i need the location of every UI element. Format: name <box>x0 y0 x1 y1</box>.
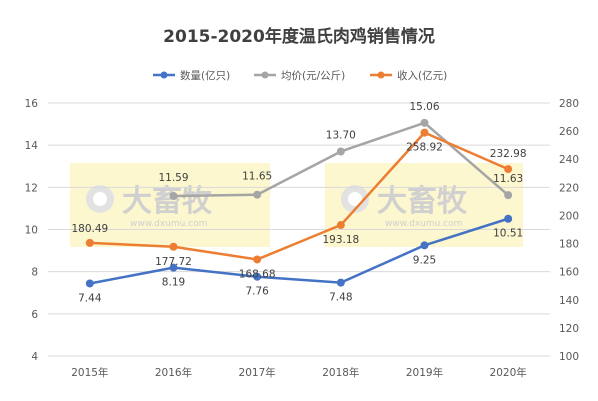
y-left-tick-label: 10 <box>25 225 38 237</box>
data-point-revenue <box>169 242 178 251</box>
x-tick-label: 2020年 <box>490 366 527 379</box>
data-label-quantity: 8.19 <box>162 277 185 289</box>
y-left-tick-label: 6 <box>31 309 38 321</box>
x-tick-label: 2015年 <box>71 366 108 379</box>
x-tick-label: 2017年 <box>239 366 276 379</box>
legend-label: 均价(元/公斤) <box>281 70 345 82</box>
data-label-revenue: 168.68 <box>239 268 276 280</box>
gridlines <box>48 102 550 357</box>
data-point-revenue <box>504 165 513 174</box>
chart-title: 2015-2020年度温氏肉鸡销售情况 <box>163 26 435 47</box>
data-label-revenue: 258.92 <box>406 142 443 154</box>
x-axis: 2015年 2016年 2017年 2018年 2019年 2020年 <box>71 366 527 379</box>
legend-marker <box>377 71 385 79</box>
series-group <box>85 118 513 288</box>
y-right-tick-label: 160 <box>559 267 579 279</box>
data-point-price <box>336 147 345 156</box>
x-tick-label: 2019年 <box>406 366 443 379</box>
data-labels: 7.44 8.19 7.76 7.48 9.25 10.51 11.59 11.65 13.70… <box>71 101 526 305</box>
y-left-tick-label: 16 <box>25 98 39 110</box>
series-line-quantity <box>89 217 509 285</box>
y-axis-left: 4 6 8 10 12 14 16 <box>25 98 39 363</box>
y-right-tick-label: 280 <box>559 98 579 110</box>
y-left-tick-label: 8 <box>31 267 38 279</box>
data-label-revenue: 180.49 <box>71 223 108 235</box>
y-right-tick-label: 100 <box>559 351 579 363</box>
watermark-right-brand: 大畜牧 <box>377 184 468 219</box>
data-label-price: 11.65 <box>242 171 272 183</box>
watermark-left-brand: 大畜牧 <box>122 184 213 219</box>
data-point-revenue <box>253 255 262 264</box>
data-point-price <box>420 118 429 127</box>
legend-marker <box>261 71 269 79</box>
y-right-tick-label: 200 <box>559 210 579 222</box>
y-right-tick-label: 140 <box>559 295 579 307</box>
legend-marker <box>160 71 168 79</box>
data-label-price: 13.70 <box>326 129 356 141</box>
data-label-price: 11.59 <box>158 172 188 184</box>
y-axis-right: 100 120 140 160 180 200 220 240 260 280 <box>559 98 579 363</box>
data-point-quantity <box>253 272 262 281</box>
x-tick-label: 2018年 <box>322 366 359 379</box>
y-left-tick-label: 14 <box>25 140 39 152</box>
x-tick-label: 2016年 <box>155 366 192 379</box>
y-right-tick-label: 120 <box>559 323 579 335</box>
data-label-price: 11.63 <box>493 173 523 185</box>
data-label-price: 15.06 <box>409 101 439 113</box>
data-point-revenue <box>85 238 94 247</box>
legend-label: 数量(亿只) <box>180 69 230 82</box>
series-line-revenue <box>89 131 509 261</box>
y-right-tick-label: 260 <box>559 126 579 138</box>
data-label-revenue: 193.18 <box>322 234 359 246</box>
data-label-quantity: 7.48 <box>329 292 352 304</box>
data-label-quantity: 7.44 <box>78 292 102 304</box>
watermark-left: 大畜牧 www.dxumu.com <box>70 163 270 247</box>
data-label-quantity: 10.51 <box>493 228 523 240</box>
data-point-revenue <box>336 221 345 230</box>
y-right-tick-label: 240 <box>559 154 579 166</box>
watermark-left-site: www.dxumu.com <box>130 219 207 229</box>
legend-label: 收入(亿元) <box>397 69 447 82</box>
y-left-tick-label: 4 <box>31 351 38 363</box>
data-point-quantity <box>420 241 429 250</box>
data-point-price <box>253 190 262 199</box>
data-label-revenue: 177.72 <box>155 256 192 268</box>
y-right-tick-label: 180 <box>559 239 579 251</box>
y-left-tick-label: 12 <box>25 182 38 194</box>
data-label-quantity: 9.25 <box>413 254 436 266</box>
data-label-revenue: 232.98 <box>490 148 527 160</box>
legend: 数量(亿只) 均价(元/公斤) 收入(亿元) <box>153 69 447 82</box>
data-point-quantity <box>336 278 345 287</box>
data-point-quantity <box>169 263 178 272</box>
data-point-price <box>504 191 513 200</box>
data-point-price <box>169 191 178 200</box>
data-point-revenue <box>420 128 429 137</box>
data-label-quantity: 7.76 <box>245 286 269 298</box>
data-point-quantity <box>504 214 513 223</box>
data-point-quantity <box>85 279 94 288</box>
y-right-tick-label: 220 <box>559 182 579 194</box>
watermark-right-site: www.dxumu.com <box>385 219 462 229</box>
